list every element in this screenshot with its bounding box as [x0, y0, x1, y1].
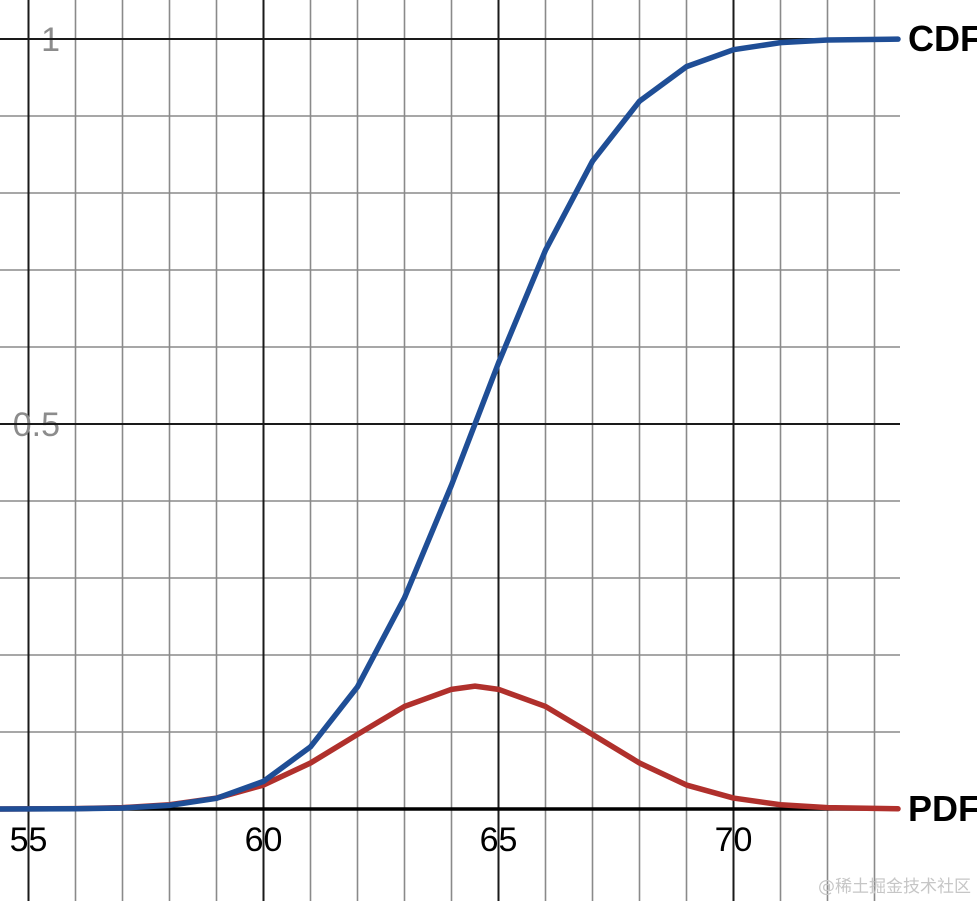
series-line-pdf [0, 683, 901, 812]
major-grid [0, 0, 900, 901]
x-tick-label: 55 [10, 821, 48, 859]
watermark: @稀土掘金技术社区 [818, 877, 971, 897]
x-tick-label: 70 [715, 821, 753, 859]
x-tick-label: 60 [245, 821, 283, 859]
series-label-pdf: PDF [908, 788, 977, 829]
x-tick-label: 65 [480, 821, 518, 859]
series-label-cdf: CDF [908, 18, 977, 59]
minor-grid [0, 0, 900, 901]
y-tick-strike-overlay [0, 38, 70, 425]
series-line-cdf [0, 36, 901, 812]
series-layer [0, 36, 901, 812]
